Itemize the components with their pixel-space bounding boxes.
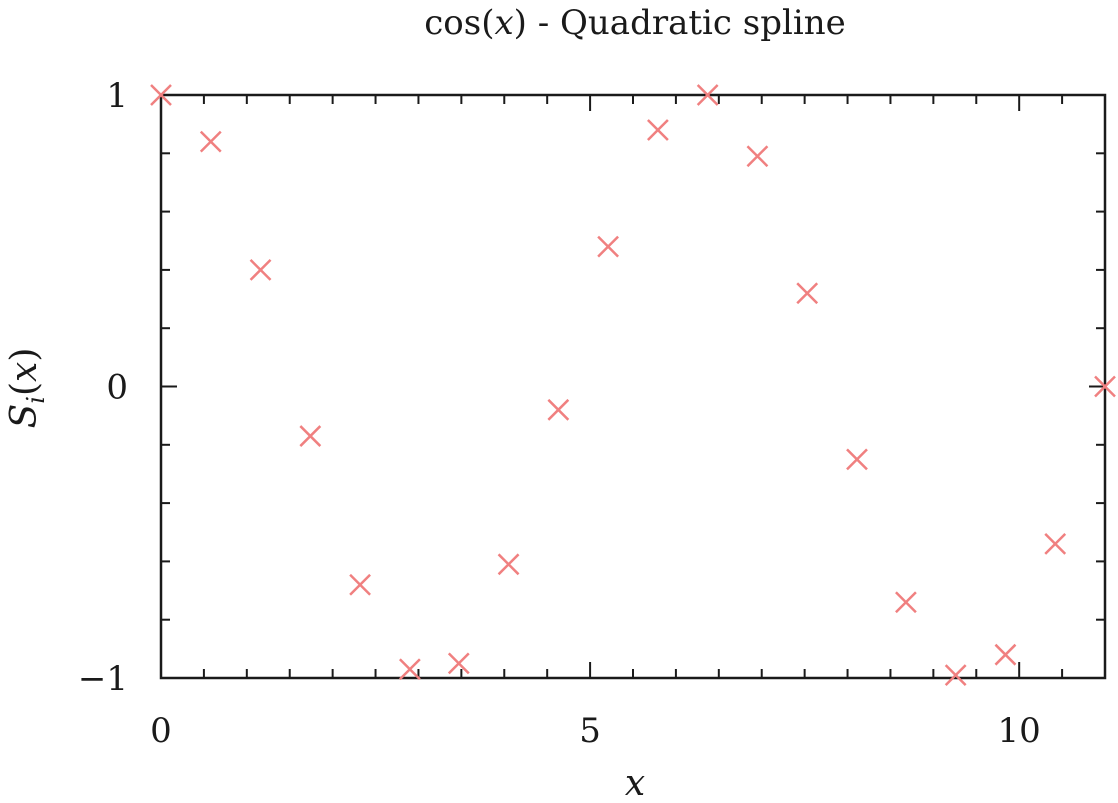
- plot-frame: [159, 93, 1107, 680]
- data-point: [696, 84, 719, 106]
- data-point: [597, 235, 619, 258]
- data-point: [895, 591, 917, 614]
- axis-ticks: [160, 94, 1106, 679]
- data-point: [746, 145, 769, 168]
- x-tick-label: 5: [579, 711, 601, 751]
- x-tick-labels: 0 5 10: [150, 711, 1041, 751]
- data-point: [647, 119, 669, 141]
- chart-title: cos(x) - Quadratic spline: [424, 3, 846, 43]
- x-tick-label: 0: [150, 711, 172, 751]
- data-point: [497, 553, 520, 576]
- data-point: [398, 658, 421, 681]
- y-tick-label: 1: [106, 76, 128, 116]
- x-axis-label: x: [625, 763, 645, 803]
- data-point: [199, 130, 222, 153]
- data-point: [249, 259, 272, 281]
- y-axis-label: Si(x): [4, 348, 50, 429]
- data-point: [299, 425, 322, 447]
- data-point: [944, 664, 967, 686]
- data-point: [150, 84, 172, 106]
- y-tick-label: −1: [78, 659, 128, 699]
- y-tick-label: 0: [106, 368, 128, 408]
- data-point: [994, 643, 1017, 666]
- data-points: [150, 84, 1116, 686]
- data-point: [796, 282, 819, 305]
- x-tick-label: 10: [998, 711, 1041, 751]
- data-point: [349, 573, 371, 596]
- y-tick-labels: 1 0 −1: [78, 76, 128, 699]
- data-point: [1094, 375, 1116, 398]
- data-point: [547, 398, 570, 421]
- data-point: [447, 652, 470, 675]
- data-point: [846, 448, 868, 471]
- data-point: [1044, 533, 1067, 555]
